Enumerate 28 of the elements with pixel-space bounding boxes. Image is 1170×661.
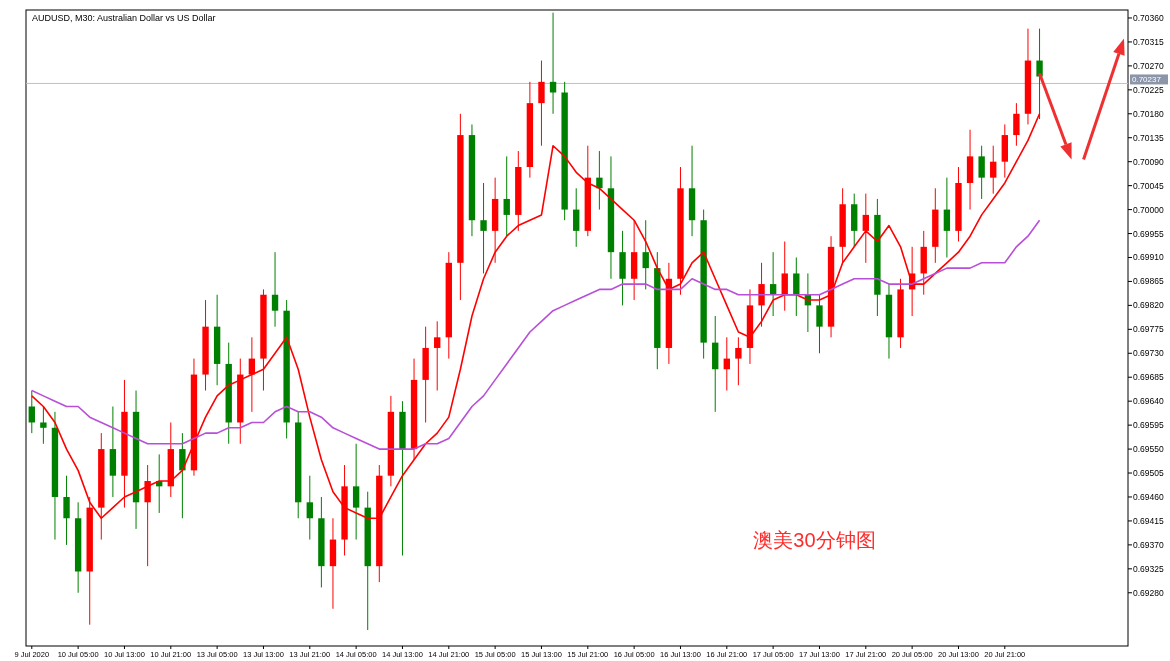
y-tick-label: 0.69505: [1133, 468, 1164, 479]
y-tick-label: 0.69955: [1133, 228, 1164, 239]
annotation: 澳美30分钟图: [753, 529, 876, 552]
y-tick-label: 0.70045: [1133, 180, 1164, 191]
y-tick-label: 0.70180: [1133, 108, 1164, 119]
y-tick-label: 0.70225: [1133, 84, 1164, 95]
y-tick-label: 0.69910: [1133, 252, 1164, 263]
y-tick-label: 0.69685: [1133, 372, 1164, 383]
y-tick-label: 0.69550: [1133, 444, 1164, 455]
y-tick-label: 0.69730: [1133, 348, 1164, 359]
y-tick-label: 0.70360: [1133, 12, 1164, 23]
y-tick-label: 0.69640: [1133, 396, 1164, 407]
y-tick-label: 0.70000: [1133, 204, 1164, 215]
y-tick-label: 0.69460: [1133, 491, 1164, 502]
y-tick-label: 0.69775: [1133, 324, 1164, 335]
y-tick-label: 0.69595: [1133, 420, 1164, 431]
y-tick-label: 0.69325: [1133, 563, 1164, 574]
chart-title: AUDUSD, M30: Australian Dollar vs US Dollar: [32, 13, 216, 23]
y-tick-label: 0.70135: [1133, 132, 1164, 143]
y-tick-label: 0.70315: [1133, 36, 1164, 47]
y-tick-label: 0.69820: [1133, 300, 1164, 311]
y-tick-label: 0.69280: [1133, 587, 1164, 598]
y-tick-label: 0.69370: [1133, 539, 1164, 550]
ref-line-label: 0.70237: [1132, 75, 1162, 85]
y-tick-label: 0.70090: [1133, 156, 1164, 167]
y-tick-label: 0.69865: [1133, 276, 1164, 287]
y-tick-label: 0.70270: [1133, 60, 1164, 71]
y-tick-label: 0.69415: [1133, 515, 1164, 526]
